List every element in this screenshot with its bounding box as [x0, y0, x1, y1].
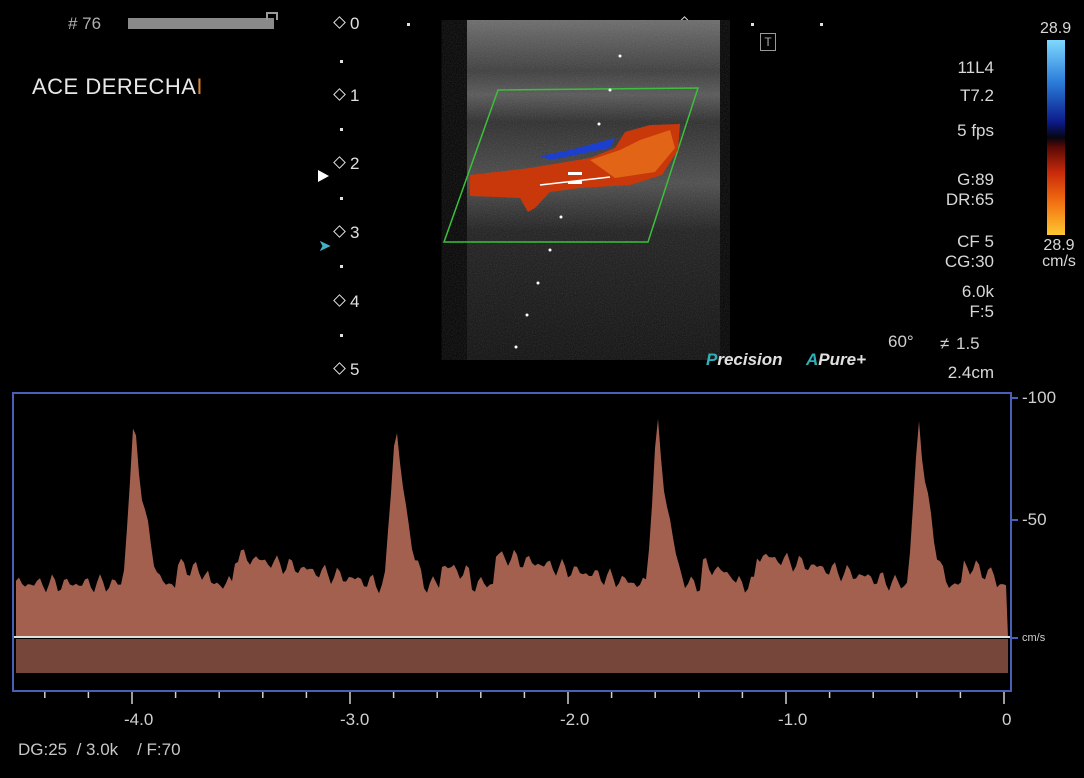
depth-tick: [340, 197, 343, 200]
depth-tick: [340, 265, 343, 268]
depth-mark-1: 1: [333, 86, 359, 106]
scan-top-dot: [751, 23, 754, 26]
apure-logo: APure+: [806, 350, 867, 369]
gate-depth-caret: ➤: [318, 238, 332, 255]
frame-rate: 5 fps: [957, 121, 994, 140]
x-tick-minus3: -3.0: [340, 710, 370, 729]
sample-gate-top: [568, 172, 582, 175]
doppler-settings: DG:25 / 3.0k / F:70: [18, 740, 181, 759]
filter-value: F:5: [969, 302, 994, 321]
angle-correction-value: 1.5: [956, 334, 980, 353]
depth-mark-5: 5: [333, 360, 359, 380]
sample-gate-bottom: [568, 181, 582, 184]
cine-end-marker: [266, 12, 278, 20]
annotation-text: ACE DERECHA: [32, 74, 197, 99]
angle-correction-icon: ≠: [940, 334, 950, 353]
bmode-image[interactable]: [440, 20, 730, 360]
depth-mark-0: 0: [333, 14, 359, 34]
doppler-spectrum: [14, 418, 1010, 673]
gain-value: G:89: [957, 170, 994, 189]
y-tick-50: -50: [1022, 510, 1047, 529]
color-flow-red: [470, 124, 680, 212]
doppler-reverse-band: [16, 639, 1008, 673]
color-gain: CG:30: [944, 252, 994, 271]
y-unit: cm/s: [1022, 632, 1046, 644]
depth-mark-3: 3: [333, 223, 359, 243]
focus-zone-marker[interactable]: [318, 170, 329, 182]
text-cursor: I: [196, 74, 204, 99]
time-axis-ticks: [44, 692, 1005, 704]
color-velocity-bar: [1047, 40, 1065, 235]
x-tick-minus4: -4.0: [124, 710, 154, 729]
depth-tick: [340, 128, 343, 131]
y-tick-100: -100: [1022, 388, 1057, 407]
angle-value: 60°: [888, 332, 914, 351]
preset-label: T7.2: [959, 86, 994, 105]
velocity-scale-top: 28.9: [1040, 20, 1072, 37]
color-frequency: CF 5: [957, 232, 994, 251]
doppler-envelope: [16, 418, 1008, 637]
x-tick-minus2: -2.0: [560, 710, 590, 729]
annotation-label: ACE DERECHAI: [32, 74, 203, 100]
cine-progress-bar[interactable]: [128, 18, 274, 29]
precision-logo: Precision: [706, 350, 783, 369]
prf-value: 6.0k: [961, 282, 994, 301]
scan-top-dot: [820, 23, 823, 26]
depth-mark-2: 2: [333, 154, 359, 174]
spectral-doppler-panel[interactable]: [12, 392, 1012, 692]
x-tick-minus1: -1.0: [778, 710, 808, 729]
dynamic-range-value: DR:65: [945, 190, 994, 209]
scan-top-dot: [407, 23, 410, 26]
color-flow-blue: [540, 138, 615, 160]
gate-depth: 2.4cm: [947, 363, 994, 382]
frame-number: # 76: [68, 14, 102, 33]
probe-label: 11L4: [957, 58, 994, 77]
color-box: [442, 87, 700, 243]
depth-tick: [340, 60, 343, 63]
velocity-scale-bottom: 28.9 cm/s: [1042, 237, 1076, 270]
depth-mark-4: 4: [333, 292, 359, 312]
t-marker-icon[interactable]: T: [760, 33, 776, 51]
depth-tick: [340, 334, 343, 337]
x-tick-0: 0: [1002, 710, 1012, 729]
